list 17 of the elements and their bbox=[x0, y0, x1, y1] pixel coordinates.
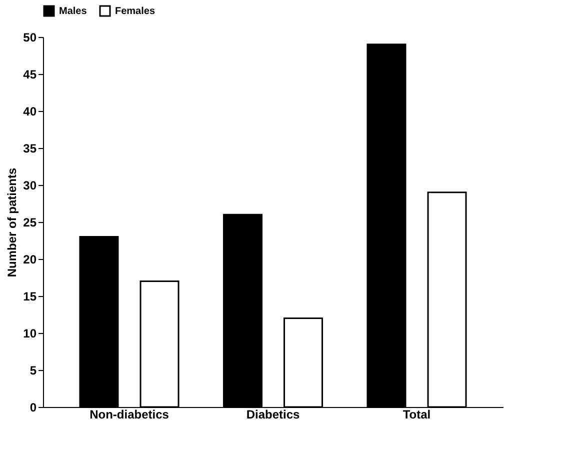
x-tick-label: Total bbox=[402, 408, 431, 422]
x-tick-label: Non-diabetics bbox=[90, 408, 170, 422]
y-axis-title: Number of patients bbox=[5, 168, 20, 278]
y-tick-label: 0 bbox=[30, 400, 37, 414]
y-tick-label: 30 bbox=[23, 178, 37, 192]
legend-label: Females bbox=[115, 6, 156, 17]
y-tick-label: 10 bbox=[23, 326, 37, 340]
y-tick-label: 5 bbox=[30, 364, 37, 378]
y-tick-label: 35 bbox=[23, 142, 37, 156]
y-tick-label: 50 bbox=[23, 30, 37, 44]
y-tick-label: 15 bbox=[23, 290, 37, 304]
y-tick-label: 40 bbox=[23, 104, 37, 118]
y-tick-label: 45 bbox=[23, 68, 37, 82]
y-tick-label: 25 bbox=[23, 216, 37, 230]
x-tick-label: Diabetics bbox=[246, 408, 300, 422]
y-tick-label: 20 bbox=[23, 252, 37, 266]
legend-label: Males bbox=[59, 6, 88, 17]
